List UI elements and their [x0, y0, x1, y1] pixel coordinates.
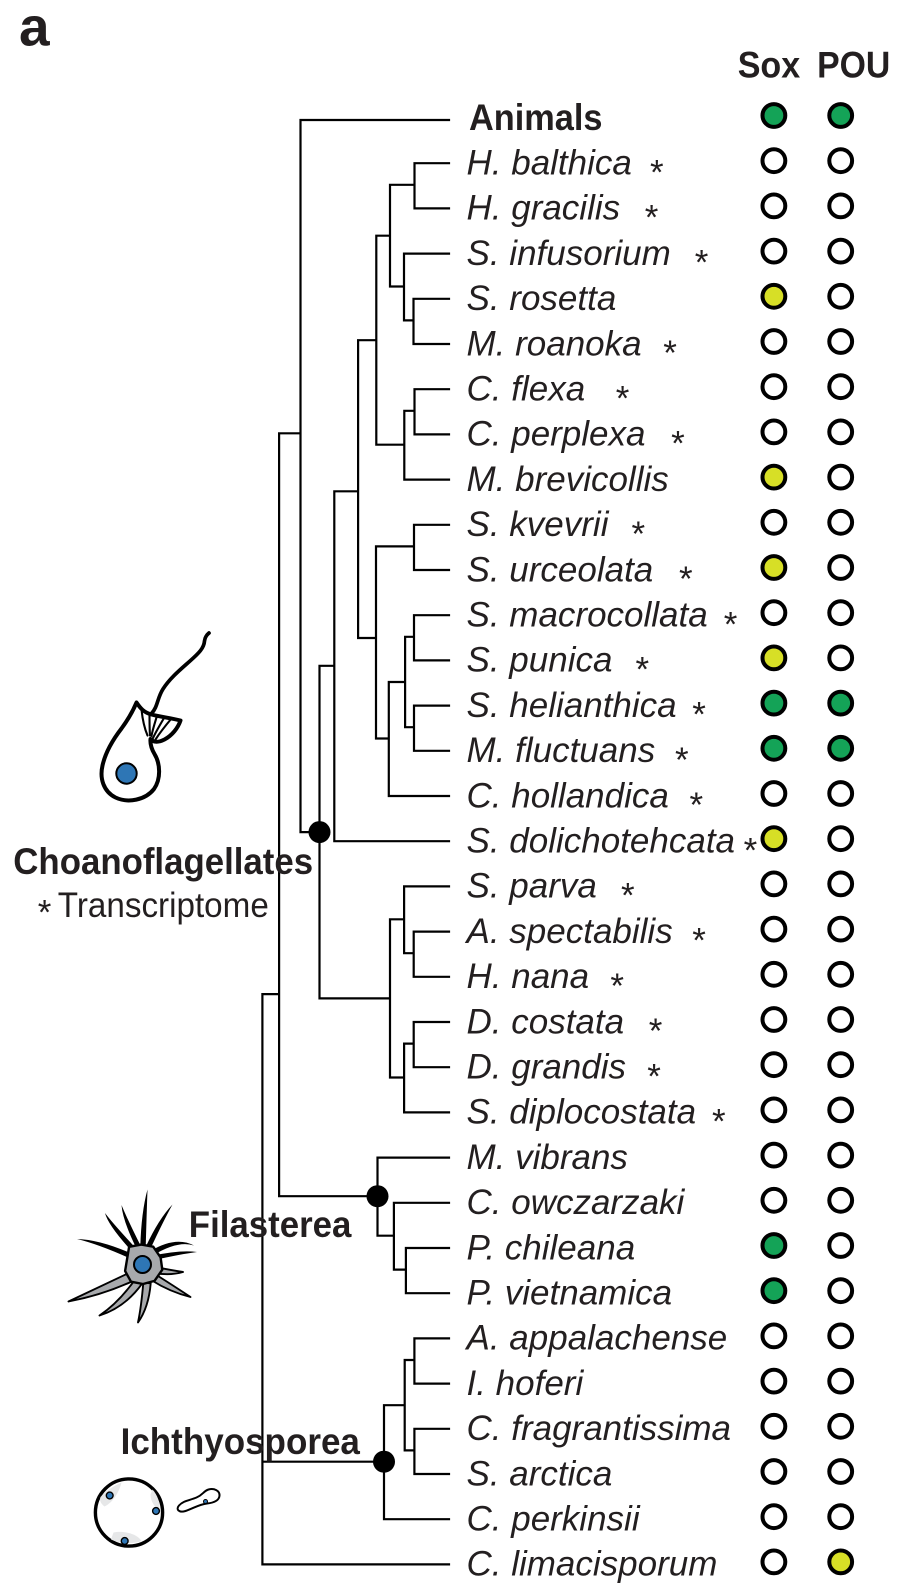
svg-text:*: *	[671, 425, 685, 464]
svg-text:*: *	[675, 741, 689, 780]
svg-text:S. kvevrii: S. kvevrii	[467, 505, 610, 544]
svg-text:S. infusorium: S. infusorium	[467, 234, 671, 273]
svg-text:I. hoferi: I. hoferi	[467, 1364, 585, 1403]
svg-text:P. vietnamica: P. vietnamica	[467, 1274, 673, 1313]
svg-text:S. rosetta: S. rosetta	[467, 279, 617, 318]
svg-text:*: *	[647, 1057, 661, 1096]
svg-text:*: *	[610, 967, 624, 1006]
svg-text:Choanoflagellates: Choanoflagellates	[13, 840, 313, 882]
svg-text:C. perplexa: C. perplexa	[467, 415, 646, 454]
svg-text:Animals: Animals	[469, 96, 603, 138]
svg-text:H. balthica: H. balthica	[467, 144, 632, 183]
svg-text:S. helianthica: S. helianthica	[467, 686, 677, 725]
svg-text:A. appalachense: A. appalachense	[465, 1319, 728, 1358]
svg-text:H. nana: H. nana	[467, 957, 590, 996]
svg-text:D. costata: D. costata	[467, 1002, 625, 1041]
svg-text:*: *	[645, 199, 659, 238]
svg-text:S. arctica: S. arctica	[467, 1454, 613, 1493]
svg-text:S. diplocostata: S. diplocostata	[467, 1093, 697, 1132]
svg-text:S. macrocollata: S. macrocollata	[467, 596, 708, 635]
svg-text:*: *	[632, 515, 646, 554]
svg-text:*: *	[724, 605, 738, 644]
svg-text:C. perkinsii: C. perkinsii	[467, 1500, 641, 1539]
svg-text:C. owczarzaki: C. owczarzaki	[467, 1183, 686, 1222]
svg-text:S. urceolata: S. urceolata	[467, 550, 654, 589]
svg-text:M. vibrans: M. vibrans	[467, 1138, 628, 1177]
svg-text:*: *	[692, 696, 706, 735]
svg-text:*: *	[636, 651, 650, 690]
svg-text:*: *	[616, 379, 630, 418]
svg-text:POU: POU	[817, 45, 890, 86]
svg-text:*: *	[744, 831, 758, 870]
svg-text:A. spectabilis: A. spectabilis	[465, 912, 673, 951]
svg-text:*: *	[712, 1103, 726, 1142]
svg-text:Transcriptome: Transcriptome	[58, 885, 269, 925]
svg-text:Sox: Sox	[738, 45, 801, 86]
svg-text:M. fluctuans: M. fluctuans	[467, 731, 656, 770]
svg-text:*: *	[649, 1012, 663, 1051]
svg-text:*: *	[679, 560, 693, 599]
svg-text:M. brevicollis: M. brevicollis	[467, 460, 669, 499]
svg-text:C. limacisporum: C. limacisporum	[467, 1545, 718, 1584]
svg-text:C. hollandica: C. hollandica	[467, 776, 669, 815]
svg-text:C. fragrantissima: C. fragrantissima	[467, 1409, 732, 1448]
svg-text:*: *	[38, 893, 52, 932]
svg-text:*: *	[650, 153, 664, 192]
svg-text:M. roanoka: M. roanoka	[467, 324, 642, 363]
svg-text:D. grandis: D. grandis	[467, 1048, 627, 1087]
svg-text:a: a	[19, 0, 50, 57]
svg-text:H. gracilis: H. gracilis	[467, 189, 621, 228]
svg-text:*: *	[663, 334, 677, 373]
svg-text:*: *	[695, 244, 709, 283]
svg-text:S. dolichotehcata: S. dolichotehcata	[467, 822, 736, 861]
svg-text:*: *	[690, 786, 704, 825]
svg-text:*: *	[621, 877, 635, 916]
svg-text:Filasterea: Filasterea	[189, 1203, 353, 1245]
svg-text:C. flexa: C. flexa	[467, 370, 586, 409]
svg-text:Ichthyosporea: Ichthyosporea	[121, 1420, 361, 1462]
svg-text:S. punica: S. punica	[467, 641, 613, 680]
svg-text:P. chileana: P. chileana	[467, 1228, 636, 1267]
svg-text:*: *	[692, 922, 706, 961]
svg-text:S. parva: S. parva	[467, 867, 597, 906]
